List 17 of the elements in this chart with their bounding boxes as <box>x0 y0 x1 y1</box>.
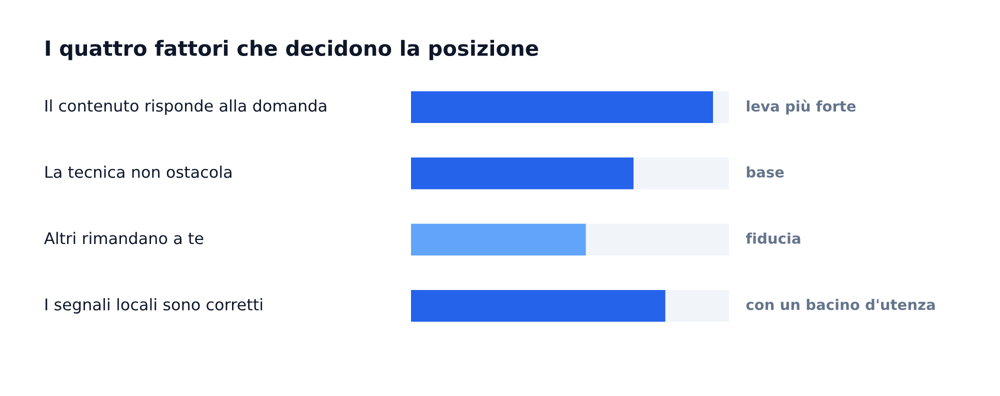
text: fiducia <box>746 232 800 244</box>
y-tick-label: Altri rimandano a te <box>44 232 204 244</box>
bar <box>634 157 729 190</box>
bar <box>411 224 586 256</box>
text: leva più forte <box>746 100 856 114</box>
bar <box>411 157 634 190</box>
chart-title: I quattro fattori che decidono la posizione <box>46 40 538 60</box>
bar <box>713 91 729 124</box>
y-tick-label: Il contenuto risponde alla domanda <box>46 99 326 115</box>
bar <box>586 224 729 256</box>
y-tick-label: I segnali locali sono corretti <box>46 298 262 314</box>
bar <box>411 290 666 322</box>
y-tick-label: La tecnica non ostacola <box>46 166 232 178</box>
bar <box>411 91 714 124</box>
text: base <box>746 166 784 178</box>
text: con un bacino d'utenza <box>746 298 935 310</box>
bar <box>665 290 729 322</box>
